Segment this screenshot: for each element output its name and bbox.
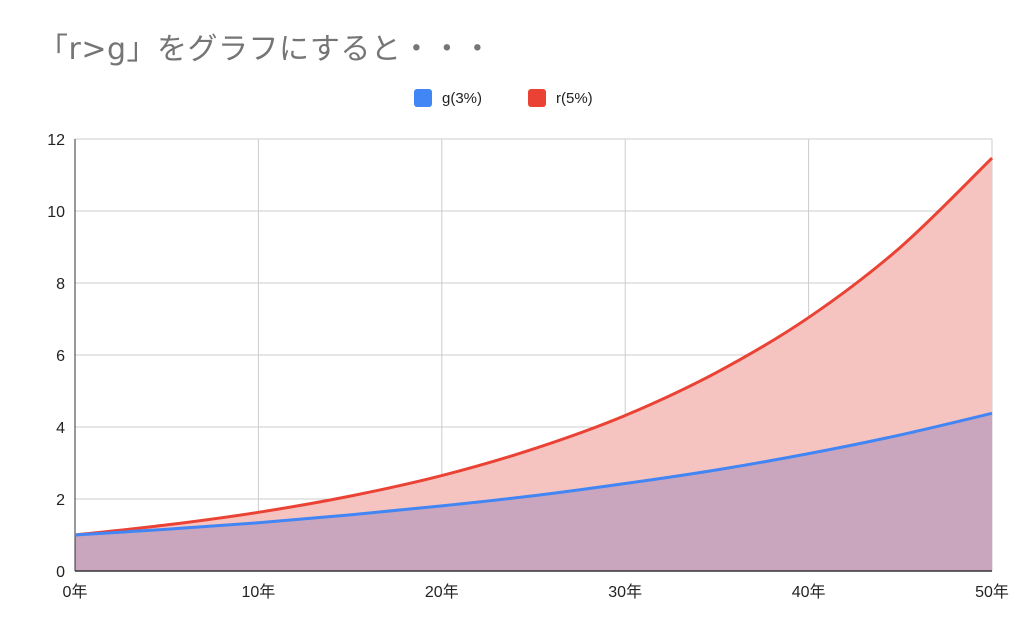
y-tick-label: 4	[56, 420, 65, 437]
y-tick-label: 0	[56, 564, 65, 581]
legend-label-g: g(3%)	[442, 89, 483, 107]
legend-item-r[interactable]: r(5%)	[528, 89, 593, 107]
legend: g(3%) r(5%)	[0, 89, 1024, 109]
x-tick-label: 40年	[792, 583, 826, 601]
chart-title: 「r>g」をグラフにすると・・・	[38, 32, 493, 67]
legend-swatch-g	[414, 89, 432, 107]
y-tick-label: 6	[56, 348, 65, 365]
legend-swatch-r	[528, 89, 546, 107]
x-tick-label: 20年	[425, 583, 459, 601]
legend-item-g[interactable]: g(3%)	[414, 89, 482, 107]
x-tick-label: 30年	[608, 583, 642, 601]
x-tick-label: 0年	[63, 583, 88, 601]
y-tick-label: 8	[56, 276, 65, 293]
x-tick-label: 50年	[975, 583, 1009, 601]
area-g	[75, 413, 992, 571]
series-line-r	[74, 157, 994, 537]
x-tick-label: 10年	[241, 583, 275, 601]
y-tick-label: 10	[47, 204, 65, 221]
y-tick-label: 2	[56, 492, 65, 509]
y-tick-label: 12	[47, 132, 65, 149]
series-line-g	[74, 411, 993, 537]
legend-label-r: r(5%)	[556, 89, 593, 107]
